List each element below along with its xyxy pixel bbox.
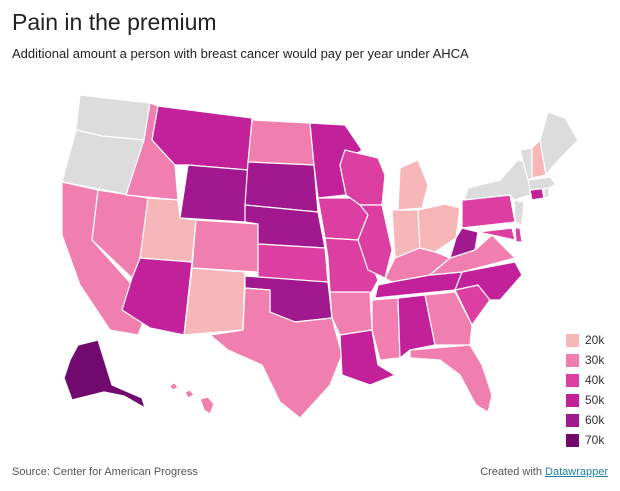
credit-prefix: Created with bbox=[480, 466, 542, 478]
state-ga[interactable] bbox=[424, 291, 473, 346]
state-nm[interactable] bbox=[183, 267, 246, 336]
legend-label: 70k bbox=[585, 433, 605, 447]
state-sd[interactable] bbox=[244, 161, 319, 213]
legend-item-20k: 20k bbox=[566, 331, 616, 349]
state-co[interactable] bbox=[191, 219, 259, 273]
state-al[interactable] bbox=[397, 294, 436, 359]
state-nc[interactable] bbox=[454, 261, 523, 301]
legend-swatch bbox=[566, 353, 579, 367]
legend-label: 40k bbox=[585, 373, 605, 387]
state-ma[interactable] bbox=[527, 176, 557, 191]
state-ar[interactable] bbox=[329, 291, 373, 336]
legend-item-30k: 30k bbox=[566, 351, 616, 369]
state-wi[interactable] bbox=[339, 149, 386, 206]
state-il[interactable] bbox=[357, 204, 393, 279]
legend-label: 30k bbox=[585, 353, 605, 367]
state-ks[interactable] bbox=[257, 243, 329, 283]
state-ri[interactable] bbox=[543, 187, 550, 199]
state-az[interactable] bbox=[121, 257, 193, 336]
state-nj[interactable] bbox=[513, 199, 525, 226]
legend-label: 50k bbox=[585, 393, 605, 407]
state-fl[interactable] bbox=[409, 344, 493, 413]
chart-title: Pain in the premium bbox=[12, 9, 217, 35]
legend-item-40k: 40k bbox=[566, 371, 616, 389]
state-wv[interactable] bbox=[449, 227, 479, 259]
state-ak[interactable] bbox=[63, 339, 146, 409]
state-mi[interactable] bbox=[397, 159, 429, 211]
legend-item-70k: 70k bbox=[566, 431, 616, 449]
state-md[interactable] bbox=[477, 227, 516, 241]
credit-note: Created with Datawrapper bbox=[480, 466, 608, 478]
legend-swatch bbox=[566, 393, 579, 407]
legend-swatch bbox=[566, 373, 579, 387]
state-me[interactable] bbox=[539, 111, 579, 176]
state-ms[interactable] bbox=[371, 297, 401, 361]
state-de[interactable] bbox=[514, 227, 523, 243]
legend-swatch bbox=[566, 413, 579, 427]
legend-item-60k: 60k bbox=[566, 411, 616, 429]
state-wy[interactable] bbox=[179, 164, 249, 223]
datawrapper-link[interactable]: Datawrapper bbox=[545, 466, 608, 478]
state-tx[interactable] bbox=[209, 287, 343, 419]
state-nd[interactable] bbox=[247, 119, 315, 166]
us-states-map bbox=[61, 94, 579, 419]
legend-label: 60k bbox=[585, 413, 605, 427]
legend-swatch bbox=[566, 433, 579, 447]
state-ny[interactable] bbox=[463, 159, 531, 201]
legend-label: 20k bbox=[585, 333, 605, 347]
source-note: Source: Center for American Progress bbox=[12, 466, 198, 478]
state-hi[interactable] bbox=[169, 382, 215, 415]
legend-swatch bbox=[566, 333, 579, 347]
legend-item-50k: 50k bbox=[566, 391, 616, 409]
color-legend: 20k 30k 40k 50k 60k 70k bbox=[566, 331, 616, 451]
chart-subtitle: Additional amount a person with breast c… bbox=[12, 46, 469, 61]
